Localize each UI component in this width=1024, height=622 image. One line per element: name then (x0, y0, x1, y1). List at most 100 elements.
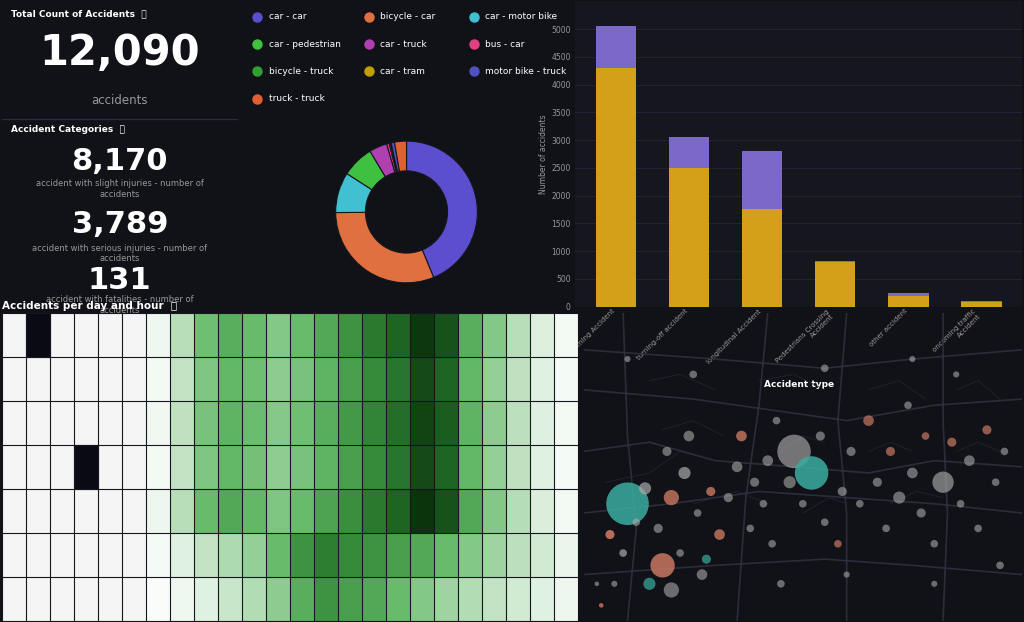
Point (712, 529, 728, 539)
Wedge shape (336, 212, 433, 283)
Text: motor bike - truck: motor bike - truck (485, 67, 566, 76)
Point (702, 486, 719, 496)
Point (979, 425, 995, 435)
Bar (962, 301, 1001, 302)
Text: 8,170: 8,170 (72, 147, 168, 176)
Point (869, 477, 886, 487)
Bar (596, 26, 636, 68)
Wedge shape (390, 143, 397, 172)
Wedge shape (394, 141, 407, 172)
Point (816, 363, 833, 373)
Point (654, 560, 671, 570)
Point (664, 585, 680, 595)
Point (681, 431, 697, 441)
Point (812, 431, 828, 441)
Point (755, 499, 771, 509)
Point (839, 570, 855, 580)
Text: 12,090: 12,090 (40, 32, 200, 74)
Point (685, 369, 701, 379)
Point (904, 354, 921, 364)
Point (804, 468, 820, 478)
Text: accident with fatalities - number of
accidents: accident with fatalities - number of acc… (46, 295, 194, 315)
Text: accident with slight injuries - number of
accidents: accident with slight injuries - number o… (36, 179, 204, 199)
Bar (596, 68, 636, 307)
Point (891, 493, 907, 503)
Text: car - truck: car - truck (380, 40, 427, 49)
Text: 131: 131 (88, 266, 152, 295)
Point (843, 447, 859, 457)
Point (987, 477, 1004, 487)
Text: bus - car: bus - car (485, 40, 524, 49)
Point (694, 570, 711, 580)
Point (676, 468, 692, 478)
Wedge shape (389, 143, 397, 172)
Point (829, 539, 846, 549)
Point (926, 579, 942, 589)
Point (900, 401, 916, 411)
Text: bicycle - car: bicycle - car (380, 12, 435, 21)
Point (760, 456, 776, 466)
Point (746, 477, 763, 487)
Text: accident with serious injuries - number of
accidents: accident with serious injuries - number … (32, 243, 208, 263)
Point (852, 499, 868, 509)
Bar (815, 262, 855, 307)
Bar (669, 168, 710, 307)
Point (637, 483, 653, 493)
Bar (888, 293, 929, 295)
Text: car - car: car - car (269, 12, 306, 21)
Bar (742, 210, 782, 307)
Point (935, 477, 951, 487)
Y-axis label: Number of accidents: Number of accidents (540, 114, 548, 194)
Point (773, 579, 790, 589)
Text: Accidents per day and hour  ⓘ: Accidents per day and hour ⓘ (2, 300, 177, 311)
Point (664, 493, 680, 503)
Point (996, 447, 1013, 457)
Wedge shape (391, 142, 399, 172)
Point (615, 548, 632, 558)
Bar (815, 261, 855, 262)
Text: accidents: accidents (91, 94, 148, 107)
Point (733, 431, 750, 441)
Point (650, 524, 667, 534)
Wedge shape (370, 144, 395, 177)
Point (689, 508, 706, 518)
Point (795, 499, 811, 509)
Point (781, 477, 798, 487)
Text: truck - truck: truck - truck (269, 95, 325, 103)
Bar (74, 445, 98, 489)
Point (816, 518, 833, 527)
Point (602, 529, 618, 539)
Bar (888, 295, 929, 307)
Point (835, 486, 851, 496)
Wedge shape (336, 174, 372, 213)
Text: 3,789: 3,789 (72, 210, 168, 239)
Point (658, 447, 675, 457)
Point (768, 415, 784, 425)
Text: car - motor bike: car - motor bike (485, 12, 557, 21)
Point (729, 462, 745, 471)
Point (785, 447, 802, 457)
Point (860, 415, 877, 425)
X-axis label: Accident type: Accident type (764, 379, 834, 389)
Point (962, 456, 978, 466)
Point (918, 431, 934, 441)
Point (698, 554, 715, 564)
Point (742, 524, 759, 534)
Wedge shape (387, 143, 396, 172)
Point (641, 579, 657, 589)
Wedge shape (407, 141, 477, 277)
Bar (962, 302, 1001, 307)
Point (904, 468, 921, 478)
Point (628, 518, 644, 527)
Point (764, 539, 780, 549)
Point (948, 369, 965, 379)
Point (926, 539, 942, 549)
Point (944, 437, 961, 447)
Point (593, 600, 609, 610)
Text: car - tram: car - tram (380, 67, 425, 76)
Point (606, 579, 623, 589)
Bar (669, 137, 710, 168)
Point (620, 499, 636, 509)
Text: car - pedestrian: car - pedestrian (269, 40, 341, 49)
Point (720, 493, 736, 503)
